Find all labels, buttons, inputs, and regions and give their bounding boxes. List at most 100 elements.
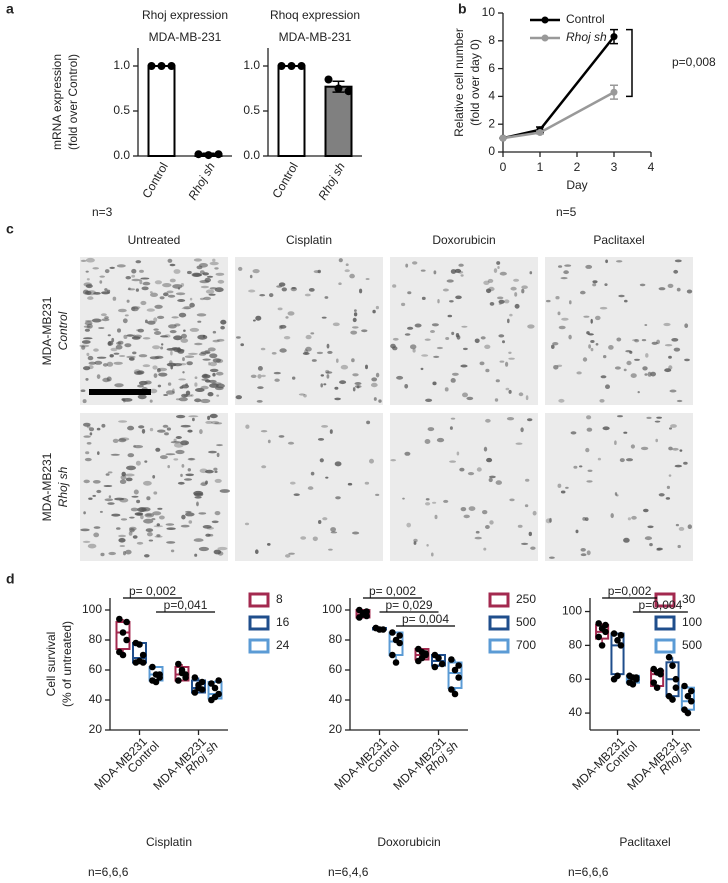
cell	[92, 480, 101, 484]
cell	[121, 471, 126, 477]
column-title: Untreated	[128, 233, 181, 247]
panel-label: a	[6, 1, 14, 17]
y-tick-label: 40	[329, 692, 343, 706]
cell	[205, 469, 214, 474]
y-tick-label: 0.0	[243, 148, 260, 162]
cell	[209, 413, 218, 419]
cell	[108, 551, 116, 556]
y-axis-label: (fold over day 0)	[468, 39, 482, 126]
cell	[603, 355, 607, 359]
cell	[485, 368, 490, 373]
cell	[421, 354, 429, 357]
cell	[271, 352, 277, 355]
cell	[489, 520, 494, 525]
cell	[248, 289, 256, 293]
cell	[96, 356, 107, 359]
cell	[212, 372, 216, 377]
cell	[189, 297, 193, 301]
cell	[94, 360, 103, 365]
data-point	[396, 632, 403, 639]
cell	[183, 306, 192, 310]
data-point	[167, 62, 176, 70]
cell	[88, 497, 93, 500]
y-tick-label: 80	[89, 632, 103, 646]
cell	[79, 344, 90, 348]
cell	[171, 316, 179, 319]
cell	[166, 290, 174, 294]
cell	[127, 453, 135, 458]
cell	[124, 314, 129, 317]
cell	[180, 524, 190, 528]
cell	[352, 317, 357, 323]
cell	[267, 439, 271, 444]
cell	[392, 346, 398, 351]
cell	[451, 331, 455, 336]
cell	[119, 479, 127, 485]
cell	[138, 380, 148, 386]
cell	[187, 429, 193, 433]
cell	[208, 293, 216, 296]
cell	[599, 399, 605, 403]
cell	[193, 538, 204, 542]
cell	[194, 342, 203, 346]
data-point	[687, 697, 695, 705]
cell	[677, 544, 681, 549]
cell	[450, 269, 457, 274]
cell	[302, 352, 310, 355]
x-tick-label: Control	[269, 160, 300, 201]
cell	[122, 318, 128, 324]
cell	[212, 358, 222, 363]
cell	[188, 415, 199, 418]
cell	[645, 353, 649, 358]
chart-title: Rhoj expression	[142, 8, 228, 22]
cell	[673, 347, 681, 352]
cell	[546, 299, 551, 303]
cell	[499, 360, 505, 363]
x-axis-label: Paclitaxel	[619, 835, 670, 849]
cell	[330, 527, 336, 532]
cell	[114, 383, 124, 388]
cell	[98, 327, 105, 329]
cell	[401, 302, 406, 307]
cell	[100, 313, 107, 317]
cell	[564, 264, 572, 267]
cell	[317, 438, 325, 441]
cell	[412, 261, 418, 265]
cell	[205, 289, 215, 294]
cell	[85, 451, 90, 455]
cell	[156, 523, 160, 527]
cell	[157, 384, 162, 388]
column-title: Paclitaxel	[593, 233, 644, 247]
y-tick-label: 0.5	[113, 103, 130, 117]
cell	[85, 257, 95, 263]
cell	[669, 389, 677, 393]
cell	[334, 461, 342, 467]
legend-label: 700	[516, 638, 536, 652]
cell	[153, 525, 163, 528]
cell	[515, 442, 523, 445]
cell	[121, 398, 126, 401]
cell	[214, 510, 221, 516]
cell	[336, 358, 339, 363]
cell	[375, 372, 380, 378]
cell	[338, 282, 342, 286]
cell	[81, 340, 91, 344]
cell	[101, 318, 110, 322]
data-point	[116, 615, 123, 623]
cell	[590, 347, 594, 352]
cell	[131, 306, 139, 312]
legend-label: 100	[682, 615, 702, 629]
cell	[131, 278, 141, 282]
legend-label: 250	[516, 592, 536, 606]
data-point	[602, 621, 609, 629]
cell	[116, 527, 121, 530]
data-point	[175, 677, 182, 684]
cell	[325, 476, 329, 479]
cell	[199, 263, 208, 268]
cell	[194, 382, 198, 387]
cell	[144, 460, 148, 463]
legend-swatch	[248, 592, 270, 608]
data-point	[195, 684, 202, 692]
legend-swatch	[654, 615, 676, 631]
cell	[110, 347, 118, 352]
